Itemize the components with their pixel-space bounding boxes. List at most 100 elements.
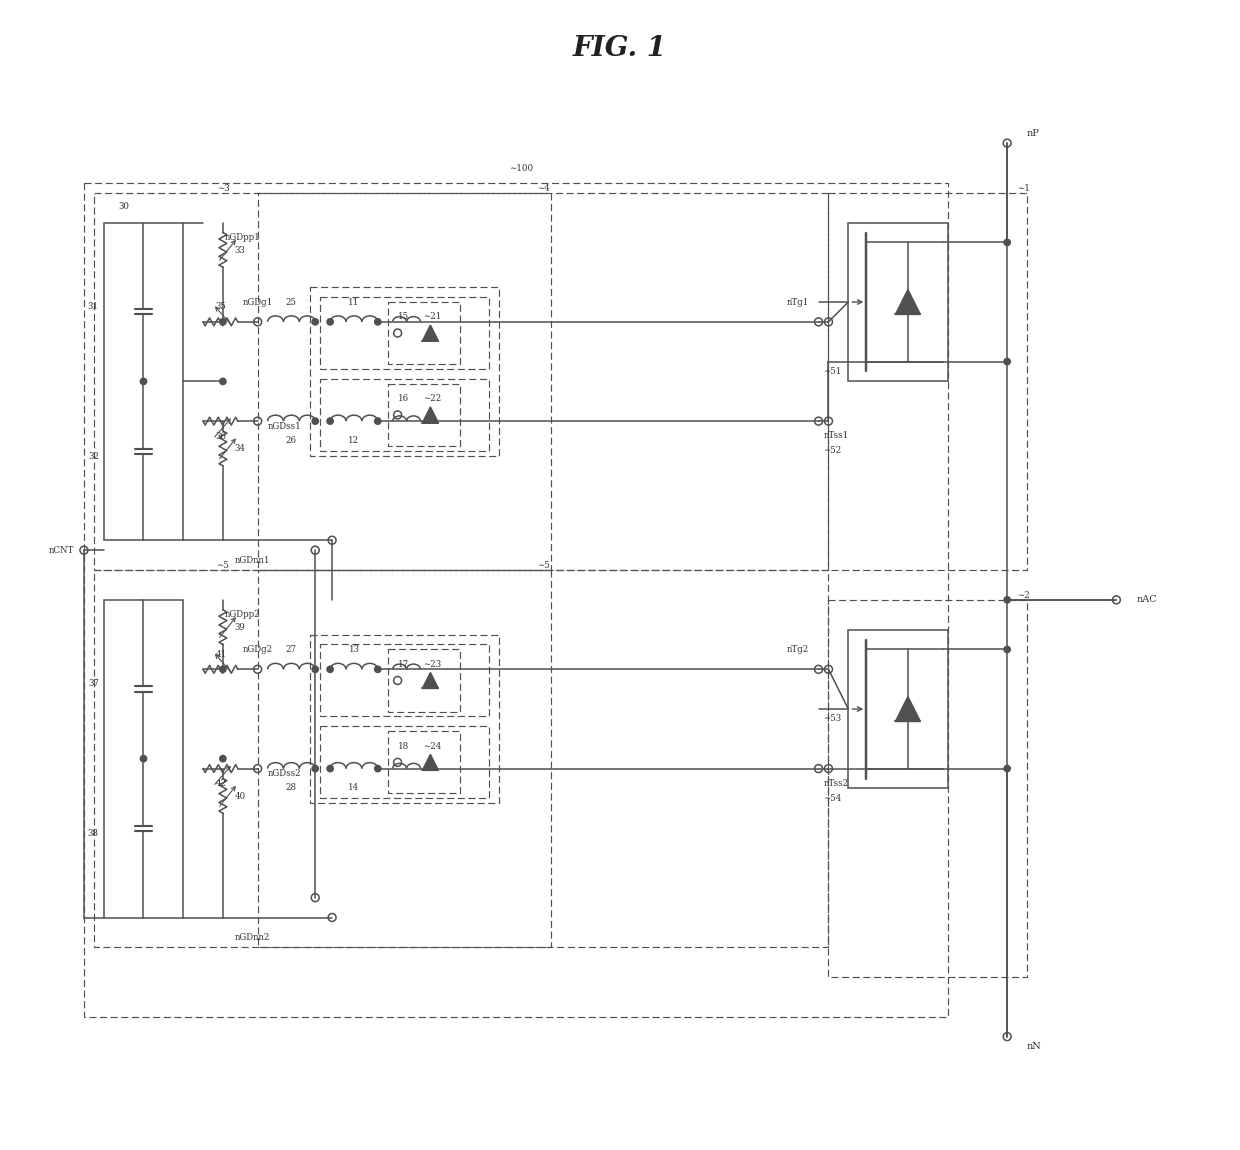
Bar xyxy=(320,380,489,451)
Bar xyxy=(104,600,184,918)
Text: 31: 31 xyxy=(88,302,99,310)
Text: nGDg1: nGDg1 xyxy=(243,298,273,307)
Circle shape xyxy=(1004,597,1011,603)
Text: nGDnn2: nGDnn2 xyxy=(236,933,270,942)
Text: 42: 42 xyxy=(216,779,227,788)
Polygon shape xyxy=(423,407,438,423)
Text: ∼100: ∼100 xyxy=(508,164,533,172)
Text: nTss1: nTss1 xyxy=(823,431,848,440)
Bar xyxy=(320,644,489,716)
Text: nGDss2: nGDss2 xyxy=(268,769,301,779)
Circle shape xyxy=(219,319,226,325)
Text: nAC: nAC xyxy=(1136,596,1157,604)
Circle shape xyxy=(312,666,319,673)
Text: FIG. 1: FIG. 1 xyxy=(573,36,667,62)
Text: 34: 34 xyxy=(234,444,246,453)
Text: nGDpp2: nGDpp2 xyxy=(224,611,260,619)
Text: ∼23: ∼23 xyxy=(423,660,441,669)
Bar xyxy=(310,288,498,455)
Text: 27: 27 xyxy=(286,645,296,654)
Bar xyxy=(388,384,460,446)
Text: ∼1: ∼1 xyxy=(1017,184,1030,193)
Polygon shape xyxy=(895,290,920,314)
Circle shape xyxy=(1004,359,1011,365)
Polygon shape xyxy=(423,325,438,340)
Text: ∼52: ∼52 xyxy=(823,446,842,455)
Circle shape xyxy=(140,378,146,384)
Text: ∼2: ∼2 xyxy=(1017,591,1030,600)
Bar xyxy=(258,193,828,570)
Circle shape xyxy=(219,666,226,673)
Circle shape xyxy=(219,756,226,761)
Text: 11: 11 xyxy=(348,298,360,307)
Circle shape xyxy=(327,766,334,772)
Text: 13: 13 xyxy=(348,645,360,654)
Bar xyxy=(320,727,489,798)
Bar xyxy=(320,297,489,369)
Text: nGDss1: nGDss1 xyxy=(268,422,301,430)
Text: 37: 37 xyxy=(88,680,99,689)
Circle shape xyxy=(1004,646,1011,653)
Text: ∼4: ∼4 xyxy=(537,184,549,193)
Bar xyxy=(388,650,460,712)
Circle shape xyxy=(1004,766,1011,772)
Circle shape xyxy=(374,319,381,325)
Text: ∼22: ∼22 xyxy=(423,394,441,404)
Text: nGDnn1: nGDnn1 xyxy=(234,555,270,565)
Bar xyxy=(258,570,828,948)
Bar xyxy=(828,600,1027,978)
Bar xyxy=(848,629,947,789)
Text: nCNT: nCNT xyxy=(48,546,74,554)
Text: ∼24: ∼24 xyxy=(423,742,441,751)
Circle shape xyxy=(312,319,319,325)
Text: 36: 36 xyxy=(216,431,227,440)
Text: 30: 30 xyxy=(118,201,129,210)
Text: nGDg2: nGDg2 xyxy=(243,645,273,654)
Text: ∼53: ∼53 xyxy=(823,714,842,723)
Text: nGDpp1: nGDpp1 xyxy=(224,233,260,242)
Circle shape xyxy=(374,666,381,673)
Text: 33: 33 xyxy=(234,246,246,255)
Text: nP: nP xyxy=(1027,129,1040,138)
Text: 18: 18 xyxy=(398,742,409,751)
Circle shape xyxy=(312,417,319,424)
Polygon shape xyxy=(895,697,920,721)
Text: ∼54: ∼54 xyxy=(823,793,842,803)
Text: nTss2: nTss2 xyxy=(823,779,848,788)
Text: ∼21: ∼21 xyxy=(423,313,441,321)
Bar xyxy=(388,302,460,365)
Bar xyxy=(94,193,551,570)
Text: 12: 12 xyxy=(348,436,360,445)
Circle shape xyxy=(327,319,334,325)
Circle shape xyxy=(312,766,319,772)
Text: 15: 15 xyxy=(398,313,409,321)
Circle shape xyxy=(327,666,334,673)
Text: ∼5: ∼5 xyxy=(217,561,229,570)
Circle shape xyxy=(327,417,334,424)
Text: 16: 16 xyxy=(398,394,409,404)
Text: 32: 32 xyxy=(88,452,99,461)
Text: nTg2: nTg2 xyxy=(786,645,808,654)
Circle shape xyxy=(374,417,381,424)
Text: ∼51: ∼51 xyxy=(823,367,842,376)
Text: 26: 26 xyxy=(286,436,296,445)
Bar xyxy=(828,193,1027,570)
Circle shape xyxy=(219,378,226,384)
Polygon shape xyxy=(423,754,438,770)
Text: 39: 39 xyxy=(234,623,246,633)
Circle shape xyxy=(374,766,381,772)
Text: nTg1: nTg1 xyxy=(786,298,808,307)
Text: 28: 28 xyxy=(286,783,296,792)
Circle shape xyxy=(1004,239,1011,246)
Bar xyxy=(84,183,947,1017)
Bar xyxy=(388,731,460,793)
Text: 25: 25 xyxy=(286,298,296,307)
Text: 14: 14 xyxy=(348,783,360,792)
Bar xyxy=(94,570,551,948)
Text: 17: 17 xyxy=(398,660,409,669)
Text: ∼3: ∼3 xyxy=(217,184,229,193)
Text: 38: 38 xyxy=(88,829,99,838)
Text: 35: 35 xyxy=(216,302,227,312)
Bar xyxy=(848,223,947,382)
Text: ∼5: ∼5 xyxy=(537,561,549,570)
